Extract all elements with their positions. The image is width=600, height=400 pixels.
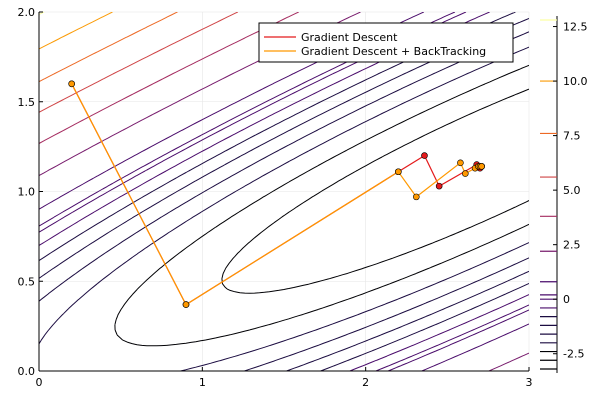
series-1-point-2 <box>395 168 402 176</box>
y-tick-label-0: 0.0 <box>18 365 36 378</box>
y-tick-label-3: 1.5 <box>18 96 36 109</box>
legend: Gradient Descent Gradient Descent + Back… <box>258 22 514 63</box>
colorbar-tick-label-6: 12.5 <box>563 21 588 34</box>
contour-level-15 <box>39 12 113 50</box>
colorbar: -2.5 0 2.5 5.0 7.5 10.0 12.5 <box>540 16 588 373</box>
colorbar-tick-label-1: 0 <box>563 293 570 306</box>
series-1-point-4 <box>457 159 464 167</box>
colorbar-tick-label-2: 2.5 <box>563 239 581 252</box>
legend-label-gradient-descent: Gradient Descent <box>301 31 398 44</box>
contour-level-2 <box>114 64 529 347</box>
x-tick-label-1: 1 <box>199 376 206 389</box>
x-tick-label-3: 3 <box>526 376 533 389</box>
series-1-point-1 <box>182 301 190 308</box>
colorbar-tick-label-5: 10.0 <box>563 75 588 88</box>
contour-level-13 <box>39 12 239 113</box>
contour-level-16 <box>39 12 45 16</box>
series-1-point-0 <box>68 80 75 88</box>
series-1-point-3 <box>412 193 420 201</box>
x-tick-label-0: 0 <box>36 376 43 389</box>
y-tick-label-1: 0.5 <box>18 275 36 288</box>
colorbar-tick-label-4: 7.5 <box>563 130 581 143</box>
grid <box>38 11 530 372</box>
x-tick-label-2: 2 <box>362 376 369 389</box>
series-0-point-4 <box>435 182 443 190</box>
axes: 0 1 2 3 0.0 0.5 1.0 1.5 2.0 <box>18 6 533 389</box>
legend-box <box>258 22 514 63</box>
y-tick-label-4: 2.0 <box>18 6 36 19</box>
contour-level-14 <box>39 12 178 83</box>
colorbar-tick-label-3: 5.0 <box>563 184 581 197</box>
series-layer <box>68 80 485 308</box>
contour-level-1 <box>221 88 529 294</box>
colorbar-tick-label-0: -2.5 <box>563 348 584 361</box>
series-1-point-5 <box>461 170 469 177</box>
series-1-point-9 <box>478 163 485 170</box>
legend-label-backtracking: Gradient Descent + BackTracking <box>301 45 486 58</box>
y-tick-label-2: 1.0 <box>18 186 36 199</box>
series-0-point-3 <box>421 152 428 159</box>
